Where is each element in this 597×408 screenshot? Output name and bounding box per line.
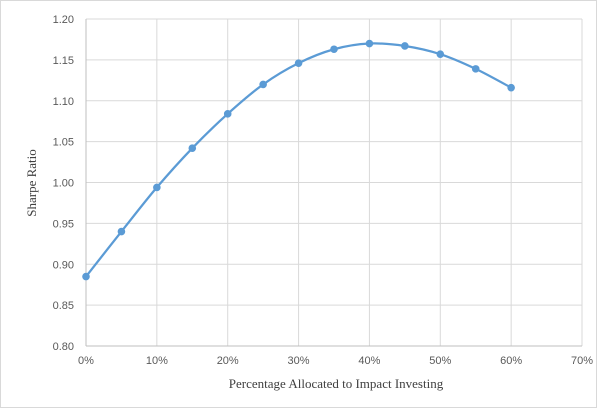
y-tick-label: 1.00 <box>53 178 74 190</box>
y-tick-label: 1.05 <box>53 137 74 149</box>
x-tick-label: 20% <box>217 355 239 367</box>
data-point-marker <box>330 45 338 54</box>
y-tick-label: 0.85 <box>53 300 74 312</box>
data-point-marker <box>365 39 374 48</box>
y-tick-label: 1.20 <box>53 14 74 26</box>
y-tick-label: 0.95 <box>53 218 74 230</box>
gridlines <box>86 18 583 346</box>
data-point-marker <box>507 83 515 92</box>
x-tick-labels: 0% 10% 20% 30% 40% 50% 60% 70% <box>78 355 593 367</box>
x-tick-label: 70% <box>571 355 593 367</box>
x-tick-label: 10% <box>146 355 168 367</box>
data-point-marker <box>117 227 126 236</box>
y-tick-label: 1.15 <box>53 55 74 67</box>
y-tick-labels: 0.80 0.85 0.90 0.95 1.00 1.05 1.10 1.15 1.20 <box>53 14 74 353</box>
axes <box>85 19 582 347</box>
y-tick-label: 0.80 <box>53 341 74 353</box>
data-point-marker <box>436 50 445 58</box>
data-point-marker <box>153 183 161 192</box>
x-tick-label: 30% <box>288 355 310 367</box>
data-point-marker <box>82 272 90 281</box>
data-point-marker <box>188 144 197 152</box>
data-point-marker <box>259 80 267 89</box>
x-tick-label: 0% <box>78 355 94 367</box>
y-tick-label: 1.10 <box>53 96 74 108</box>
y-tick-label: 0.90 <box>53 259 74 271</box>
x-tick-label: 50% <box>429 355 451 367</box>
series-layer <box>82 39 515 281</box>
y-axis-title: Sharpe Ratio <box>24 149 39 217</box>
x-tick-label: 60% <box>500 355 522 367</box>
x-axis-title: Percentage Allocated to Impact Investing <box>229 376 444 391</box>
data-point-marker <box>223 110 232 118</box>
data-point-marker <box>471 65 480 73</box>
x-tick-label: 40% <box>358 355 380 367</box>
data-point-marker <box>294 59 303 67</box>
data-point-marker <box>401 42 409 50</box>
